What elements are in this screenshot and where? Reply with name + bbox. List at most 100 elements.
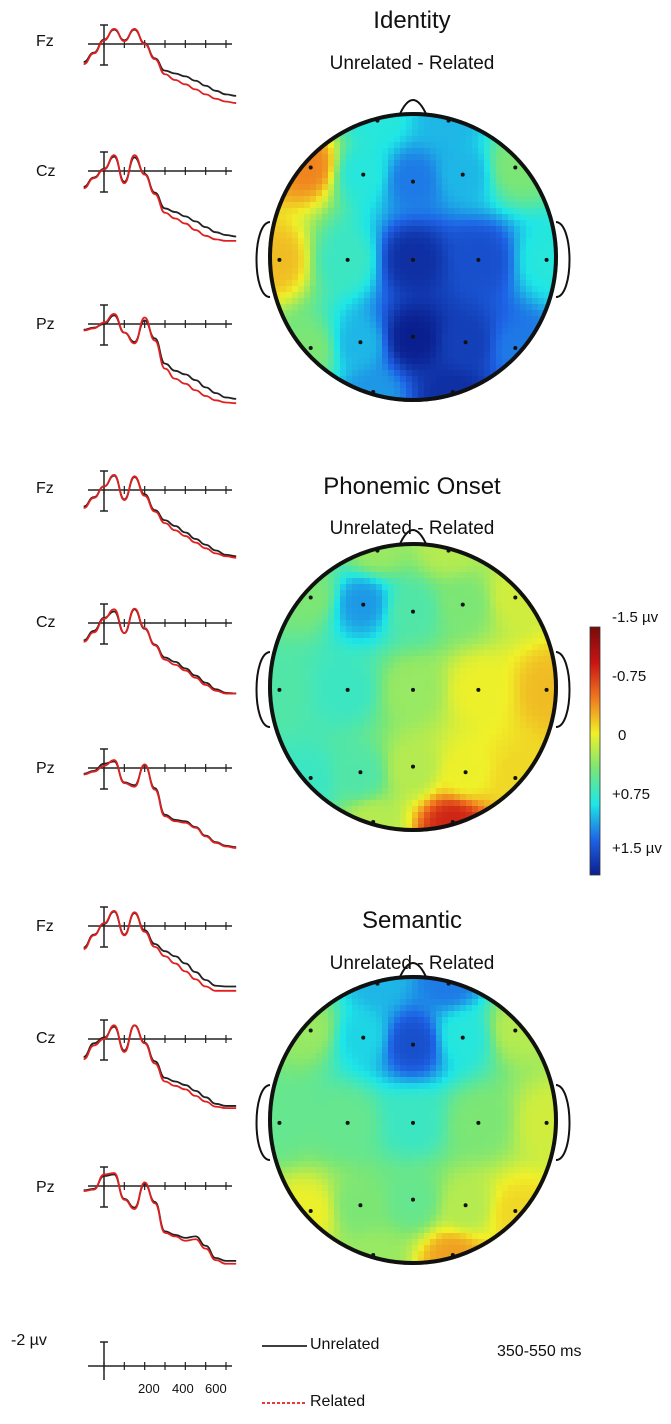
- topomap-cell: [346, 226, 353, 233]
- topomap-cell: [538, 638, 545, 645]
- topomap-cell: [322, 316, 329, 323]
- topomap-cell: [328, 172, 335, 179]
- topomap-cell: [424, 770, 431, 777]
- topomap-cell: [382, 160, 389, 167]
- topomap-cell: [352, 596, 359, 603]
- topomap-cell: [346, 788, 353, 795]
- topomap-cell: [394, 1071, 401, 1078]
- topomap-cell: [412, 196, 419, 203]
- topomap-cell: [430, 1059, 437, 1066]
- topomap-cell: [280, 734, 287, 741]
- topomap-cell: [484, 1041, 491, 1048]
- topomap-cell: [418, 136, 425, 143]
- topomap-cell: [466, 632, 473, 639]
- topomap-cell: [298, 626, 305, 633]
- topomap-cell: [418, 244, 425, 251]
- topomap-cell: [364, 1029, 371, 1036]
- topomap-cell: [310, 632, 317, 639]
- topomap-cell: [400, 232, 407, 239]
- topomap-cell: [328, 316, 335, 323]
- topomap-cell: [274, 1113, 281, 1120]
- topomap-cell: [466, 316, 473, 323]
- topomap-cell: [406, 190, 413, 197]
- topomap-cell: [424, 268, 431, 275]
- topomap-cell: [382, 190, 389, 197]
- topomap-cell: [340, 220, 347, 227]
- topomap-cell: [502, 650, 509, 657]
- topomap-cell: [460, 680, 467, 687]
- topomap-cell: [478, 352, 485, 359]
- topomap-cell: [280, 250, 287, 257]
- topomap-cell: [436, 602, 443, 609]
- topomap-cell: [520, 614, 527, 621]
- topomap-cell: [442, 746, 449, 753]
- topomap-cell: [472, 304, 479, 311]
- topomap-cell: [286, 1059, 293, 1066]
- topomap-cell: [466, 340, 473, 347]
- topomap-cell: [520, 208, 527, 215]
- topomap-cell: [454, 1083, 461, 1090]
- topomap-cell: [454, 364, 461, 371]
- topomap-cell: [358, 614, 365, 621]
- electrode-marker: [446, 548, 451, 553]
- topomap-cell: [328, 764, 335, 771]
- topomap-cell: [382, 370, 389, 377]
- topomap-cell: [280, 644, 287, 651]
- topomap-cell: [370, 364, 377, 371]
- topomap-cell: [370, 256, 377, 263]
- topomap-cell: [448, 608, 455, 615]
- topomap-cell: [538, 632, 545, 639]
- topomap-cell: [394, 196, 401, 203]
- topomap-cell: [352, 626, 359, 633]
- topomap-cell: [292, 1083, 299, 1090]
- topomap-cell: [334, 352, 341, 359]
- topomap-cell: [298, 758, 305, 765]
- topomap-cell: [352, 328, 359, 335]
- topomap-cell: [346, 674, 353, 681]
- topomap-cell: [496, 1113, 503, 1120]
- topomap-cell: [358, 178, 365, 185]
- topomap-cell: [442, 782, 449, 789]
- topomap-cell: [316, 626, 323, 633]
- topomap-cell: [520, 310, 527, 317]
- topomap-cell: [460, 262, 467, 269]
- electrode-marker: [513, 775, 518, 780]
- topomap-cell: [358, 554, 365, 561]
- topomap-cell: [406, 644, 413, 651]
- topomap-cell: [352, 644, 359, 651]
- topomap-cell: [418, 752, 425, 759]
- topomap-cell: [364, 752, 371, 759]
- topomap-cell: [400, 722, 407, 729]
- topomap-cell: [532, 214, 539, 221]
- topomap-cell: [376, 388, 383, 395]
- topomap-cell: [340, 292, 347, 299]
- topomap-cell: [292, 692, 299, 699]
- topomap-cell: [406, 316, 413, 323]
- topomap-cell: [448, 1023, 455, 1030]
- topomap-cell: [412, 818, 419, 825]
- topomap-cell: [388, 376, 395, 383]
- topomap-cell: [346, 692, 353, 699]
- topomap-cell: [484, 1101, 491, 1108]
- topomap-cell: [322, 358, 329, 365]
- topomap-cell: [430, 572, 437, 579]
- topomap-cell: [292, 758, 299, 765]
- topomap-cell: [490, 190, 497, 197]
- topomap-cell: [520, 698, 527, 705]
- topomap-cell: [472, 572, 479, 579]
- topomap-cell: [472, 268, 479, 275]
- electrode-marker: [375, 118, 380, 123]
- topomap-cell: [382, 584, 389, 591]
- topomap-cell: [430, 1035, 437, 1042]
- topomap-cell: [412, 370, 419, 377]
- topomap-cell: [418, 148, 425, 155]
- topomap-cell: [298, 686, 305, 693]
- topomap-cell: [436, 1041, 443, 1048]
- topomap-cell: [346, 274, 353, 281]
- topomap-cell: [358, 358, 365, 365]
- topomap-cell: [430, 662, 437, 669]
- topomap-cell: [352, 1095, 359, 1102]
- topomap-cell: [370, 746, 377, 753]
- topomap-cell: [424, 752, 431, 759]
- topomap-cell: [424, 560, 431, 567]
